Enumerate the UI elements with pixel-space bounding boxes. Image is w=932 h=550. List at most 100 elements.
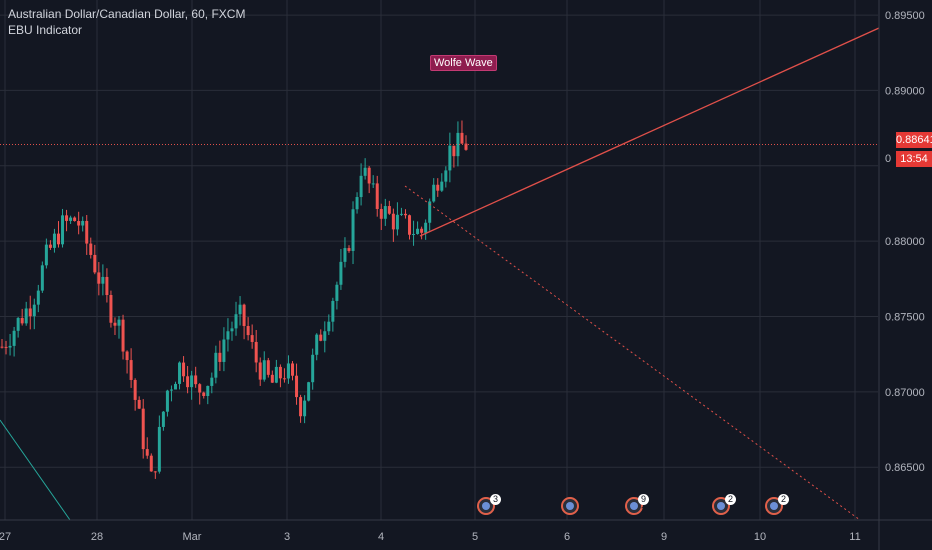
- economic-event-marker[interactable]: 9 2: [625, 494, 649, 515]
- x-tick-label: 27: [0, 531, 11, 543]
- candle-body: [363, 167, 367, 176]
- x-tick-label: Mar: [183, 531, 202, 543]
- economic-event-marker[interactable]: 3: [477, 494, 501, 515]
- candle-body: [105, 276, 109, 295]
- candle-body: [464, 143, 468, 150]
- candle-body: [307, 382, 311, 401]
- candle-body: [331, 300, 335, 322]
- indicator-label[interactable]: EBU Indicator: [8, 23, 83, 37]
- candle-body: [61, 215, 65, 245]
- candle-body: [412, 233, 416, 235]
- candle-body: [375, 183, 379, 209]
- candle-body: [198, 384, 202, 393]
- candle-body: [311, 354, 315, 383]
- economic-event-marker[interactable]: 2: [712, 494, 736, 515]
- candle-body: [416, 228, 420, 234]
- x-tick-label: 28: [91, 531, 103, 543]
- event-flag-icon: [630, 502, 638, 510]
- trend-line[interactable]: [0, 419, 71, 521]
- candle-body: [149, 455, 153, 472]
- candle-body: [395, 214, 399, 230]
- candle-body: [202, 392, 206, 396]
- economic-event-marker[interactable]: 2: [765, 494, 789, 515]
- candle-body: [145, 449, 149, 456]
- candle-body: [153, 471, 157, 473]
- time-axis[interactable]: 27 28 Mar 3 4 5 6 9 10 11: [0, 531, 861, 543]
- y-tick-label: 0.88000: [885, 236, 925, 248]
- last-price-tag: 0.88641: [896, 132, 932, 148]
- candle-body: [36, 290, 40, 305]
- event-count-badge: 3: [490, 494, 501, 505]
- candle-body: [20, 318, 24, 324]
- candle-body: [399, 213, 403, 215]
- candle-body: [242, 304, 246, 327]
- candle-body: [81, 220, 85, 226]
- candle-body: [73, 217, 77, 222]
- candle-body: [335, 284, 339, 301]
- candle-body: [101, 276, 105, 284]
- candle-body: [141, 408, 145, 450]
- candle-body: [428, 201, 432, 223]
- candle-body: [32, 304, 36, 317]
- x-tick-label: 9: [661, 531, 667, 543]
- candle-body: [8, 345, 12, 348]
- candle-body: [286, 363, 290, 379]
- candle-body: [299, 397, 303, 417]
- candle-body: [424, 222, 428, 233]
- candle-body: [113, 322, 117, 326]
- candle-body: [319, 334, 323, 341]
- event-flag-icon: [566, 502, 574, 510]
- y-tick-label: 0.87500: [885, 312, 925, 324]
- candle-body: [351, 209, 355, 251]
- candle-body: [69, 217, 73, 221]
- candle-body: [226, 331, 230, 340]
- wolfe-target-line[interactable]: [419, 27, 880, 237]
- x-tick-label: 11: [849, 531, 860, 543]
- candle-body: [89, 243, 93, 255]
- candle-body: [408, 215, 412, 235]
- candle-body: [161, 411, 165, 427]
- candle-body: [456, 132, 460, 157]
- candle-body: [182, 362, 186, 377]
- candle-body: [52, 233, 56, 248]
- x-tick-label: 3: [284, 531, 290, 543]
- wolfe-wave-drawing[interactable]: [0, 27, 880, 521]
- event-count-badge: 9 2: [638, 494, 649, 515]
- candle-body: [448, 145, 452, 171]
- candle-body: [420, 228, 424, 233]
- candle-body: [77, 221, 81, 226]
- price-axis[interactable]: 0.89500 0.89000 0.88000 0.87500 0.87000 0.865…: [885, 10, 925, 474]
- chart-legend: Australian Dollar/Canadian Dollar, 60, F…: [8, 6, 245, 38]
- candle-body: [137, 399, 141, 409]
- candle-body: [258, 362, 262, 380]
- candle-body: [44, 244, 48, 266]
- economic-event-marker[interactable]: [561, 497, 579, 515]
- wolfe-projection-line[interactable]: [404, 185, 861, 521]
- symbol-title[interactable]: Australian Dollar/Canadian Dollar, 60, F…: [8, 7, 246, 21]
- candle-body: [173, 383, 177, 390]
- candle-body: [28, 308, 32, 317]
- candlestick-series: [0, 120, 468, 479]
- candle-body: [266, 360, 270, 375]
- candle-body: [282, 378, 286, 380]
- candle-body: [194, 375, 198, 385]
- y-tick-label: 0.86500: [885, 462, 925, 474]
- candle-body: [238, 304, 242, 315]
- candle-body: [436, 184, 440, 191]
- candle-body: [4, 346, 8, 348]
- candle-body: [97, 272, 101, 284]
- candle-body: [432, 184, 436, 202]
- candle-body: [387, 206, 391, 214]
- x-tick-label: 5: [472, 531, 478, 543]
- candle-body: [222, 339, 226, 362]
- candle-body: [206, 385, 210, 396]
- candle-body: [210, 377, 214, 386]
- event-count-badge: 2: [778, 494, 789, 505]
- candle-body: [383, 206, 387, 219]
- candle-body: [444, 170, 448, 182]
- wolfe-wave-label[interactable]: Wolfe Wave: [430, 55, 497, 71]
- candle-body: [129, 360, 133, 380]
- candle-body: [85, 220, 89, 244]
- partial-price-tick: 0: [885, 153, 892, 165]
